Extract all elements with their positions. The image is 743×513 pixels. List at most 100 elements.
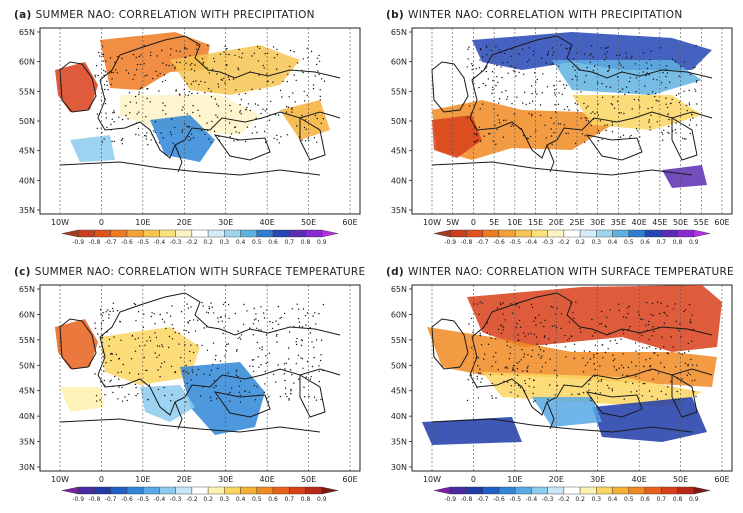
station-dot (533, 386, 535, 388)
station-dot (188, 91, 190, 93)
station-dot (135, 386, 137, 389)
station-dot (528, 385, 530, 387)
station-dot (516, 374, 519, 376)
station-dot (222, 332, 224, 335)
station-dot (96, 113, 99, 115)
station-dot (280, 136, 282, 138)
station-dot (114, 61, 116, 64)
station-dot (240, 113, 242, 115)
station-dot (213, 387, 215, 389)
station-dot (288, 331, 291, 333)
station-dot (543, 325, 545, 328)
colorbar-tick-label: -0.5 (509, 496, 521, 503)
station-dot (623, 398, 625, 400)
colorbar-tick-label: 0.7 (657, 496, 667, 503)
station-dot (652, 91, 654, 93)
station-dot (566, 106, 569, 108)
station-dot (313, 356, 315, 359)
colorbar-swatch (628, 229, 646, 238)
station-dot (260, 112, 262, 115)
station-dot (248, 391, 251, 393)
station-dot (518, 361, 520, 363)
station-dot (522, 135, 525, 137)
station-dot (479, 59, 481, 61)
station-dot (238, 391, 240, 393)
station-dot (190, 379, 192, 381)
station-dot (113, 110, 115, 112)
station-dot (480, 381, 482, 383)
station-dot (500, 324, 502, 326)
longitude-tick-label: 40E (260, 475, 275, 484)
station-dot (288, 358, 290, 360)
station-dot (319, 89, 321, 91)
station-dot (564, 334, 566, 337)
station-dot (226, 64, 228, 67)
station-dot (631, 108, 633, 110)
station-dot (135, 133, 137, 136)
station-dot (560, 44, 562, 46)
station-dot (285, 105, 288, 108)
station-dot (122, 137, 124, 140)
station-dot (535, 324, 537, 326)
station-dot (156, 356, 158, 358)
station-dot (689, 132, 691, 135)
station-dot (103, 69, 105, 72)
station-dot (522, 370, 524, 372)
longitude-tick-label: 50E (673, 475, 688, 484)
station-dot (660, 302, 662, 304)
station-dot (110, 83, 113, 86)
station-dot (594, 331, 596, 334)
station-dot (288, 399, 290, 401)
station-dot (600, 310, 603, 313)
station-dot (304, 140, 307, 142)
station-dot (648, 121, 650, 123)
station-dot (618, 309, 620, 312)
station-dot (157, 388, 160, 391)
station-dot (678, 398, 680, 400)
colorbar-swatch (305, 229, 322, 238)
station-dot (612, 359, 615, 362)
station-dot (501, 76, 503, 79)
station-dot (574, 102, 577, 104)
station-dot (672, 308, 675, 310)
station-dot (627, 366, 630, 369)
station-dot (245, 108, 247, 111)
colorbar-tick-label: -0.9 (444, 239, 456, 246)
station-dot (195, 80, 197, 82)
station-dot (540, 57, 543, 59)
station-dot (112, 391, 114, 394)
station-dot (98, 51, 100, 54)
station-dot (547, 398, 549, 400)
station-dot (678, 352, 680, 354)
station-dot (590, 53, 592, 55)
station-dot (237, 337, 239, 340)
station-dot (529, 135, 532, 138)
station-dot (206, 311, 208, 313)
station-dot (561, 93, 563, 96)
station-dot (200, 80, 202, 83)
station-dot (590, 124, 592, 127)
station-dot (190, 83, 193, 85)
station-dot (622, 88, 624, 90)
station-dot (268, 352, 271, 354)
station-dot (293, 382, 295, 384)
station-dot (125, 114, 127, 117)
station-dot (169, 131, 172, 133)
station-dot (528, 47, 530, 49)
station-dot (583, 102, 585, 105)
station-dot (471, 347, 473, 349)
station-dot (695, 81, 698, 83)
station-dot (203, 327, 205, 329)
station-dot (646, 347, 648, 349)
station-dot (656, 79, 658, 81)
station-dot (542, 73, 544, 75)
station-dot (625, 52, 627, 54)
station-dot (273, 57, 276, 59)
station-dot (185, 401, 187, 403)
station-dot (247, 103, 250, 105)
latitude-tick-label: 30N (391, 463, 407, 472)
panel-d-title-text: WINTER NAO: CORRELATION WITH SURFACE TEM… (408, 266, 734, 278)
station-dot (541, 92, 544, 94)
station-dot (255, 313, 257, 315)
station-dot (296, 337, 298, 340)
